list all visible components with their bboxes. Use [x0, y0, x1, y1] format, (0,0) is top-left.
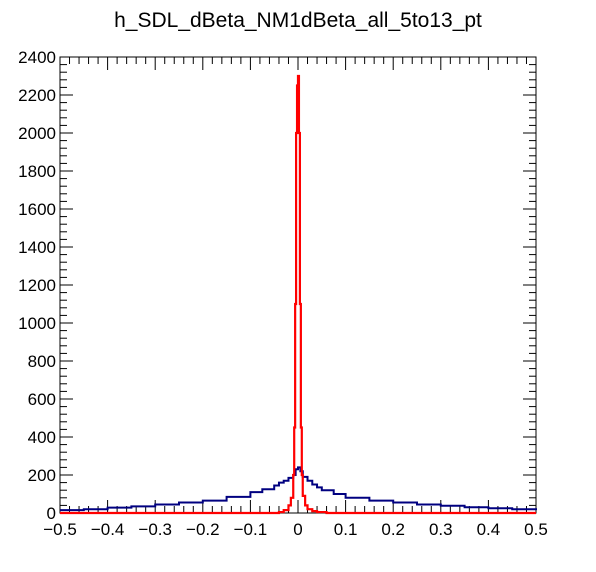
- x-tick-label: 0.2: [381, 520, 405, 539]
- y-tick-label: 800: [28, 352, 56, 371]
- y-tick-label: 600: [28, 390, 56, 409]
- series-line-0: [60, 466, 537, 512]
- y-tick-label: 1800: [18, 162, 56, 181]
- y-tick-label: 1200: [18, 276, 56, 295]
- x-tick-label: −0.4: [91, 520, 125, 539]
- x-tick-label: 0.4: [477, 520, 501, 539]
- x-tick-label: −0.5: [43, 520, 77, 539]
- y-tick-label: 2200: [18, 86, 56, 105]
- x-tick-label: −0.3: [138, 520, 172, 539]
- y-tick-label: 1400: [18, 238, 56, 257]
- x-tick-label: −0.1: [234, 520, 268, 539]
- x-tick-label: 0.1: [334, 520, 358, 539]
- tick-labels: −0.5 −0.4 −0.3 −0.2 −0.1 0 0.1 0.2 0.3 0.4 0.5 0 200…: [18, 48, 548, 539]
- y-tick-label: 400: [28, 428, 56, 447]
- axis-ticks: [59, 56, 537, 514]
- x-tick-label: 0: [293, 520, 302, 539]
- y-tick-label: 0: [47, 504, 56, 523]
- chart-title: h_SDL_dBeta_NM1dBeta_all_5to13_pt: [114, 9, 482, 32]
- y-tick-label: 200: [28, 466, 56, 485]
- x-tick-label: 0.5: [524, 520, 548, 539]
- series-line-1: [60, 74, 536, 515]
- x-tick-label: 0.3: [429, 520, 453, 539]
- y-tick-label: 2400: [18, 48, 56, 67]
- y-tick-label: 1000: [18, 314, 56, 333]
- y-tick-label: 1600: [18, 200, 56, 219]
- x-tick-label: −0.2: [186, 520, 220, 539]
- y-tick-label: 2000: [18, 124, 56, 143]
- series-layer: [60, 74, 537, 515]
